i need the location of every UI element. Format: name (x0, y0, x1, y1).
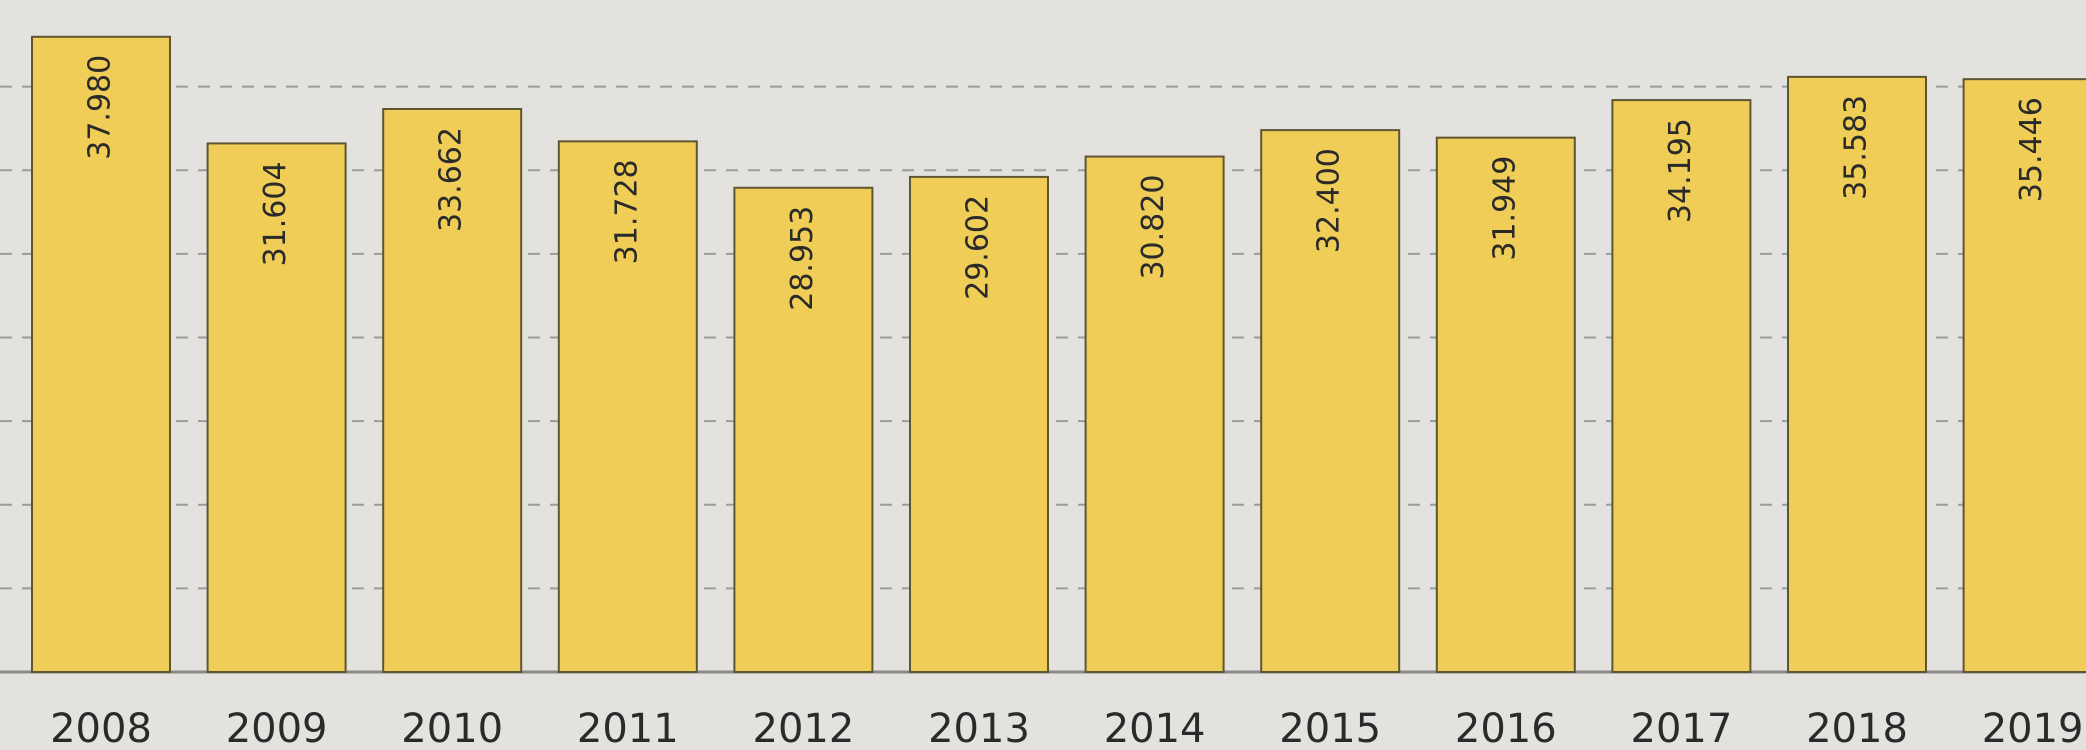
bar (382, 108, 523, 673)
x-tick-label: 2019 (1982, 706, 2084, 750)
bar (1962, 78, 2086, 673)
bar (206, 142, 347, 673)
value-label: 29.602 (961, 195, 996, 300)
value-label: 31.604 (258, 161, 293, 266)
bar (31, 35, 171, 674)
bar (733, 186, 874, 673)
x-tick-label: 2016 (1455, 706, 1557, 750)
bar (1084, 155, 1225, 673)
value-label: 33.662 (434, 127, 469, 232)
x-tick-label: 2018 (1806, 706, 1908, 750)
x-tick-label: 2015 (1279, 706, 1381, 750)
value-label: 31.728 (609, 159, 644, 264)
x-tick-label: 2012 (753, 706, 855, 750)
x-tick-label: 2017 (1631, 706, 1733, 750)
value-label: 37.980 (83, 55, 118, 160)
bar (1435, 136, 1576, 674)
x-tick-label: 2010 (401, 706, 503, 750)
bar (1787, 75, 1927, 673)
value-label: 30.820 (1136, 175, 1171, 280)
value-label: 32.400 (1312, 148, 1347, 253)
bar (557, 140, 698, 674)
x-tick-label: 2008 (50, 706, 152, 750)
value-label: 28.953 (785, 206, 820, 311)
x-tick-label: 2009 (226, 706, 328, 750)
bar (1260, 129, 1401, 674)
value-label: 34.195 (1663, 118, 1698, 223)
x-tick-label: 2013 (928, 706, 1030, 750)
x-tick-label: 2011 (577, 706, 679, 750)
bar (1611, 99, 1752, 673)
bar (909, 175, 1049, 673)
value-label: 31.949 (1487, 156, 1522, 261)
value-label: 35.583 (1839, 95, 1874, 200)
x-tick-label: 2014 (1104, 706, 1206, 750)
value-label: 35.446 (2014, 97, 2049, 202)
